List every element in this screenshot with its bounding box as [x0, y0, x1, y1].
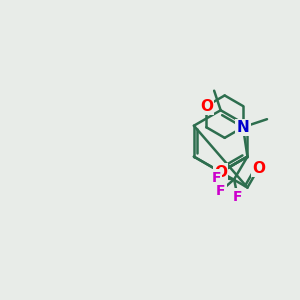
Text: N: N: [214, 165, 227, 180]
Text: F: F: [216, 184, 226, 198]
Text: F: F: [233, 190, 242, 204]
Text: F: F: [212, 170, 221, 184]
Text: O: O: [200, 99, 213, 114]
Text: O: O: [252, 161, 265, 176]
Text: N: N: [237, 120, 249, 135]
Text: O: O: [214, 165, 227, 180]
